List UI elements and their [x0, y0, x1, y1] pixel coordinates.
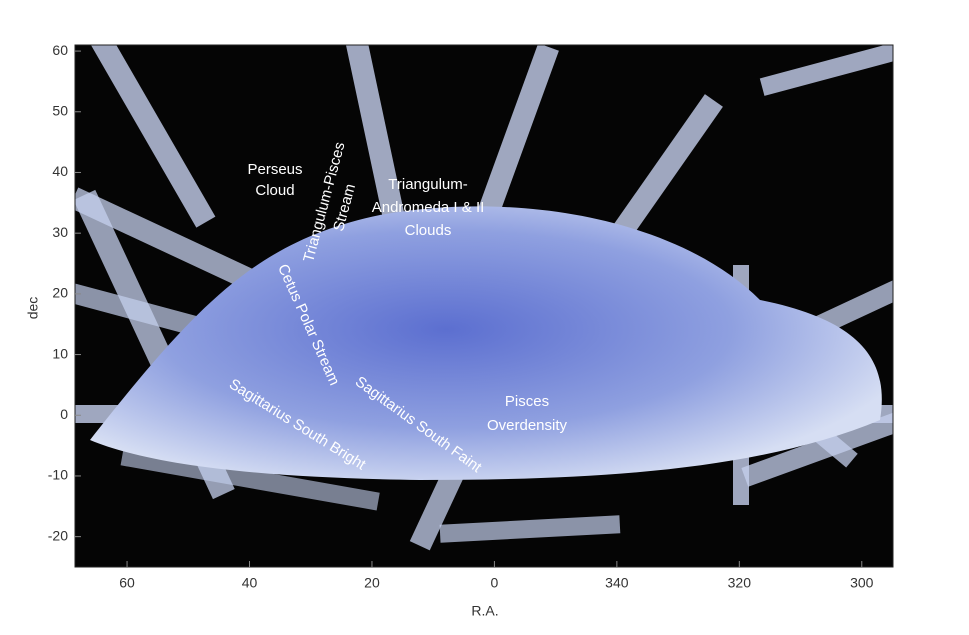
- annotation: Clouds: [405, 222, 452, 239]
- y-tick-label: 20: [52, 285, 68, 301]
- y-tick-label: 50: [52, 102, 68, 118]
- y-tick-label: 60: [52, 42, 68, 58]
- annotation: Perseus: [247, 161, 302, 178]
- y-tick-label: -10: [48, 467, 68, 483]
- plot-frame: [74, 44, 894, 568]
- y-tick-label: 10: [52, 345, 68, 361]
- y-tick-label: -20: [48, 527, 68, 543]
- x-tick-label: 0: [491, 575, 499, 591]
- x-tick-label: 300: [850, 575, 874, 591]
- x-tick-label: 20: [364, 575, 380, 591]
- annotation: Pisces: [505, 393, 549, 410]
- y-tick-label: 30: [52, 224, 68, 240]
- annotation: Triangulum-: [388, 176, 467, 193]
- sky-coverage: [75, 45, 893, 551]
- x-tick-label: 40: [242, 575, 258, 591]
- y-tick-label: 40: [52, 163, 68, 179]
- annotation: Cloud: [255, 182, 294, 199]
- x-tick-label: 340: [605, 575, 629, 591]
- x-tick-label: 320: [728, 575, 752, 591]
- x-axis-label: R.A.: [471, 603, 498, 619]
- x-tick-label: 60: [119, 575, 135, 591]
- annotation: Overdensity: [487, 417, 568, 434]
- annotation: Andromeda I & II: [372, 199, 485, 216]
- y-axis-label: dec: [25, 297, 41, 320]
- y-tick-label: 0: [60, 406, 68, 422]
